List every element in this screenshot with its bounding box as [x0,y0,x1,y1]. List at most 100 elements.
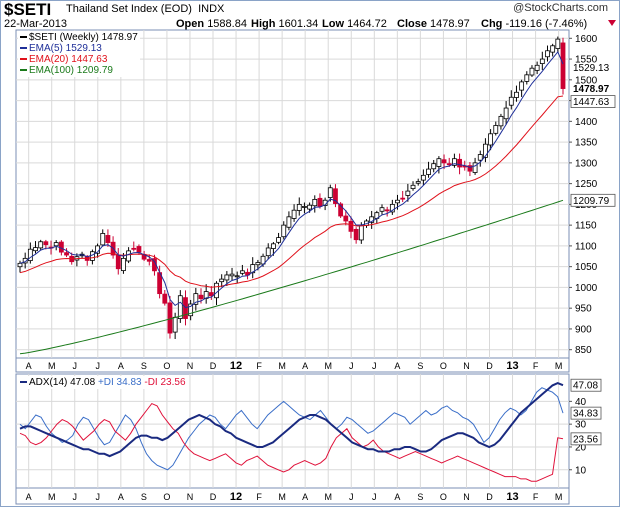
candle-up [472,162,478,173]
candle-up [410,184,416,190]
candle-down [317,197,323,207]
legend-ema100-label: EMA(100) 1209.79 [29,65,113,76]
y-tick-label: 1000 [575,283,598,294]
candle-up [255,262,261,266]
adx-x-tick-label: M [324,492,332,502]
candle-up [514,91,519,98]
candle-up [302,206,307,208]
candle-down [441,159,447,164]
candle-down [384,209,390,212]
candle-up [90,251,95,261]
adx-x-axis-strip [15,487,570,505]
candle-up [38,241,44,249]
value-label: 1529.13 [573,63,610,74]
x-tick-label: A [394,361,400,371]
x-tick-label: M [555,361,563,371]
candle-up [177,295,183,319]
adx-value-label: 34.83 [573,409,598,420]
candle-down [208,292,214,297]
value-label-box [570,193,616,207]
candle-up [327,187,333,198]
adx-value-label-box [570,378,602,392]
value-label: 1209.79 [573,196,610,207]
adx-panel [15,373,570,489]
ema100-line [19,199,564,355]
x-tick-label: F [533,361,539,371]
chart-date: 22-Mar-2013 [4,18,67,30]
candle-up [286,216,292,228]
y-tick-label: 1550 [575,55,598,66]
adx-x-tick-label: J [372,492,377,502]
legend-price-label: $SETI (Weekly) 1478.97 [29,32,138,43]
candle-up [193,293,199,305]
candle-down [162,293,168,304]
candle-up [281,224,287,238]
candle-up [420,174,426,181]
x-tick-label: M [324,361,332,371]
candle-up [503,107,509,120]
candle-up [379,207,385,212]
candle-down [43,241,49,246]
candle-up [312,198,318,207]
candle-up [229,273,235,277]
candle-up [431,163,437,170]
adx-x-tick-label: A [26,492,32,502]
candle-up [358,224,364,241]
x-tick-label: S [417,361,423,371]
close-number: 1478.97 [430,18,470,30]
candle-up [529,67,535,76]
y-tick-label: 900 [575,324,592,335]
candle-up [389,203,395,213]
candle-down [136,246,142,253]
candle-up [121,257,126,272]
y-tick-label: 850 [575,345,592,356]
adx-x-tick-label: F [256,492,262,502]
x-tick-label: O [440,361,447,371]
legend-minusdi-label: -DI 23.56 [144,377,186,388]
candle-up [307,204,313,210]
x-tick-label: F [256,361,262,371]
y-tick-label: 1250 [575,179,598,190]
legend-plusdi-label: +DI 34.83 [97,377,142,388]
adx-x-tick-label: F [533,492,539,502]
adx-value-label-box [570,432,602,446]
open-label: Open [176,18,205,30]
price-panel [15,29,570,359]
high-label: High [251,18,276,30]
x-tick-label: A [118,361,124,371]
x-tick-label: J [96,361,101,371]
adx-x-tick-label: 13 [506,491,518,503]
candle-up [27,248,33,261]
adx-y-tick-label: 40 [575,397,587,408]
down-arrow-icon [608,20,616,26]
candle-down [333,188,338,204]
adx-x-tick-label: 12 [230,491,242,503]
candle-down [348,220,354,232]
candle-up [239,270,245,274]
candle-down [467,165,473,172]
candle-up [291,209,297,219]
adx-x-tick-label: D [486,492,493,502]
candle-up [415,181,421,184]
adx-x-tick-label: S [417,492,423,502]
exchange-code: INDX [198,3,225,15]
x-tick-label: J [349,361,354,371]
candle-up [539,58,545,64]
x-tick-label: 13 [506,360,518,372]
y-tick-label: 1150 [575,221,597,232]
candle-up [545,50,550,58]
candle-up [519,81,525,91]
adx-y-tick-label: 20 [575,442,587,453]
adx-line [19,382,564,458]
candle-up [395,199,400,204]
candle-up [276,237,281,243]
candle-up [53,242,59,247]
x-tick-label: N [187,361,194,371]
plus-di-line [19,387,564,471]
candle-down [457,158,462,168]
candle-up [265,247,271,257]
candle-down [400,197,406,200]
adx-x-tick-label: N [463,492,470,502]
adx-y-tick-label: 10 [575,465,587,476]
legend-item-ema20: EMA(20) 1447.63 [20,54,138,65]
